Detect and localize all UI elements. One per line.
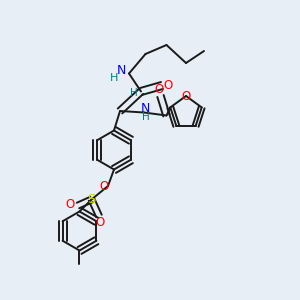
Text: O: O (100, 179, 109, 193)
Text: O: O (154, 83, 164, 96)
Text: H: H (142, 112, 149, 122)
Text: N: N (117, 64, 126, 77)
Text: O: O (164, 79, 172, 92)
Text: O: O (96, 215, 105, 229)
Text: N: N (141, 101, 150, 115)
Text: H: H (130, 88, 138, 98)
Text: S: S (87, 193, 96, 206)
Text: O: O (66, 197, 75, 211)
Text: H: H (110, 73, 118, 83)
Text: O: O (182, 89, 190, 103)
